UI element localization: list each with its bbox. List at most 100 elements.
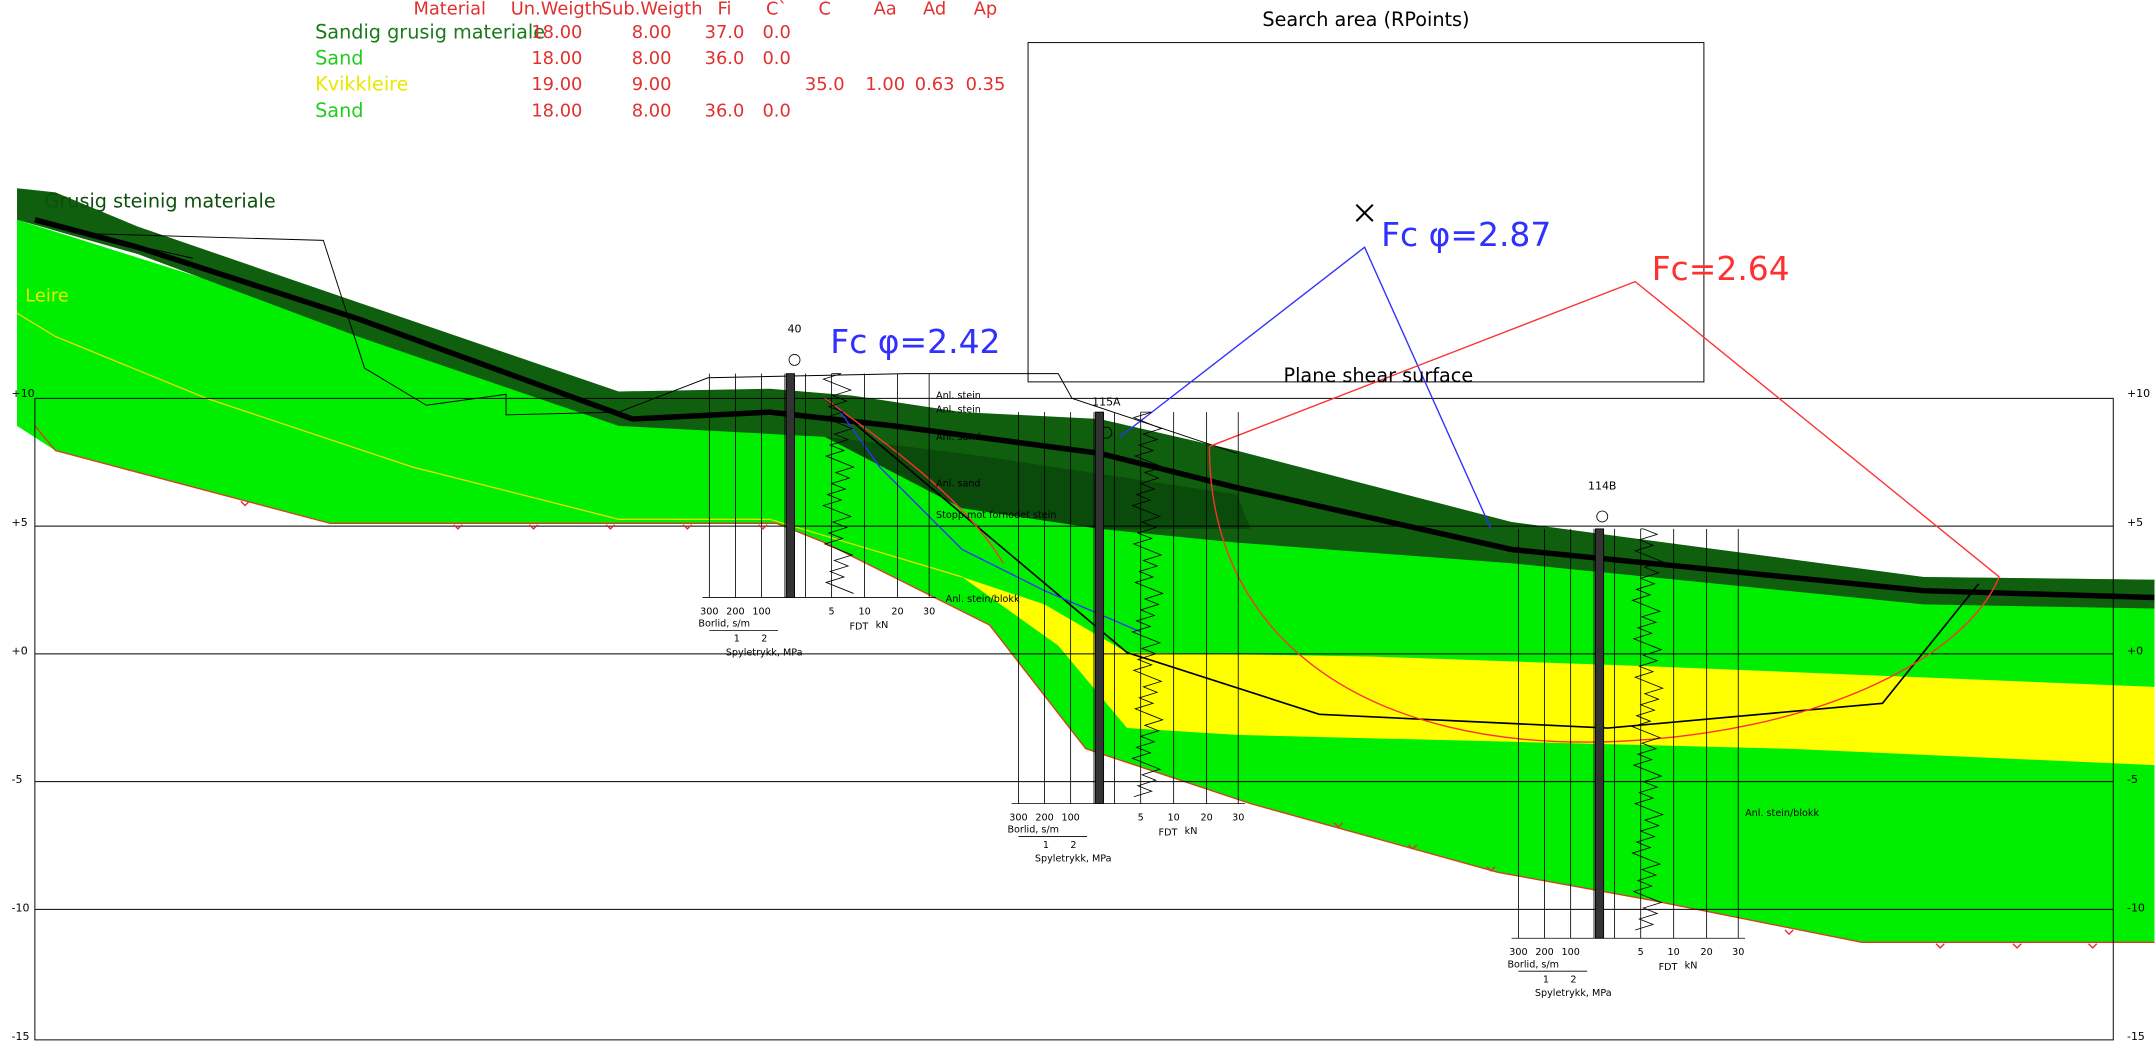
table-cell: 19.00	[531, 74, 582, 95]
axis-tick: 5	[829, 606, 835, 617]
borehole-id: 114B	[1588, 479, 1616, 492]
borehole-id: 115A	[1092, 395, 1121, 408]
axis-tick: 10	[858, 606, 870, 617]
axis-label: FDT	[849, 621, 868, 632]
boundary-marker	[240, 500, 250, 507]
search-area-title: Search area (RPoints)	[1262, 8, 1469, 31]
boundary-marker	[453, 524, 463, 530]
axis-tick: 10	[1668, 947, 1680, 958]
borehole-trace	[1131, 411, 1164, 798]
material-name: Sand	[315, 47, 363, 70]
table-cell: 18.00	[531, 22, 582, 43]
borehole-trace	[822, 373, 855, 594]
elevation-label: -10	[2127, 902, 2145, 915]
annotation: Anl. stein	[936, 391, 981, 402]
axis-tick: 300	[1009, 812, 1027, 823]
table-header: Fi	[717, 0, 731, 20]
plane-shear-label: Plane shear surface	[1284, 364, 1474, 387]
layer-label: Leire	[25, 286, 69, 307]
table-cell: 36.0	[705, 48, 745, 69]
axis-label: Spyletrykk, MPa	[1535, 988, 1612, 999]
table-header: Sub.Weigth	[601, 0, 703, 20]
table-header: C`	[766, 0, 787, 20]
annotation: Anl. sand	[936, 479, 981, 490]
boundary-marker	[1784, 929, 1794, 936]
table-cell: 36.0	[705, 100, 745, 121]
elevation-label: +10	[2127, 387, 2150, 400]
table-cell: 37.0	[705, 22, 745, 43]
boundary-marker	[1408, 844, 1418, 850]
axis-label: FDT	[1659, 962, 1678, 973]
boundary-marker	[528, 524, 539, 530]
boundary-marker	[1935, 943, 1945, 949]
axis-tick: 2	[1070, 840, 1076, 851]
axis-tick: 1	[1543, 974, 1549, 985]
axis-tick: 30	[923, 606, 935, 617]
axis-tick: 30	[1232, 812, 1244, 823]
table-header: Ad	[923, 0, 946, 20]
boreholes	[702, 353, 1746, 972]
axis-label: Borlid, s/m	[1507, 959, 1559, 970]
elevation-label: -15	[2127, 1030, 2145, 1043]
axis-label: kN	[1685, 961, 1698, 972]
elevation-label: -5	[2127, 773, 2138, 786]
axis-tick: 200	[1035, 812, 1053, 823]
axis-label: FDT	[1159, 827, 1178, 838]
axis-tick: 2	[1570, 974, 1576, 985]
annotation: Stopp mot fornodet stein	[936, 510, 1056, 521]
table-header: Ap	[974, 0, 998, 20]
axis-tick: 10	[1168, 812, 1180, 823]
axis-tick: 200	[726, 606, 744, 617]
axis-tick: 300	[700, 606, 718, 617]
boundary-marker	[682, 524, 692, 530]
axis-label: Spyletrykk, MPa	[1035, 854, 1112, 865]
axis-label: kN	[1185, 826, 1198, 837]
elevation-label: +5	[12, 516, 28, 529]
table-header: Aa	[874, 0, 897, 20]
borehole-bar	[1094, 411, 1105, 805]
table-header: C	[819, 0, 831, 20]
safety-factor: Fc φ=2.42	[830, 322, 1000, 361]
table-cell: 0.0	[762, 48, 790, 69]
axis-tick: 20	[1701, 947, 1713, 958]
elevation-label: -15	[12, 1030, 30, 1043]
boundary-marker	[2012, 943, 2022, 949]
table-cell: 8.00	[632, 100, 672, 121]
table-cell: 0.0	[762, 22, 790, 43]
search-area	[1027, 42, 1705, 383]
layer-label: Grusig steinig materiale	[44, 189, 275, 212]
grid	[34, 42, 2114, 1041]
elevation-label: -10	[12, 902, 30, 915]
table-cell: 8.00	[632, 22, 672, 43]
boundary-marker	[605, 524, 616, 530]
elevation-label: +10	[12, 387, 35, 400]
axis-tick: 20	[891, 606, 903, 617]
axis-tick: 100	[1061, 812, 1079, 823]
borehole-symbol	[1596, 510, 1609, 523]
borehole-trace	[1631, 528, 1664, 931]
axis-label: kN	[876, 620, 889, 631]
slip-surfaces	[824, 246, 2000, 743]
axis-tick: 30	[1732, 947, 1744, 958]
axis-tick: 5	[1638, 947, 1644, 958]
axis-tick: 1	[734, 634, 740, 645]
boundary-marker	[1333, 822, 1344, 828]
elevation-label: +5	[2127, 516, 2143, 529]
annotation: Anl. sand	[936, 432, 981, 443]
axis-tick: 2	[761, 634, 767, 645]
table-header: Un.Weigth	[511, 0, 603, 20]
table-cell: 0.35	[966, 74, 1006, 95]
elevation-label: +0	[12, 644, 28, 657]
borehole-symbol	[788, 353, 801, 366]
table-cell: 8.00	[632, 48, 672, 69]
borehole-id: 40	[788, 323, 802, 336]
table-cell: 35.0	[805, 74, 845, 95]
axis-tick: 100	[1561, 947, 1579, 958]
boundary-marker	[2088, 943, 2098, 949]
axis-tick: 5	[1138, 812, 1144, 823]
table-cell: 18.00	[531, 48, 582, 69]
elevation-label: +0	[2127, 644, 2143, 657]
borehole-bar	[1594, 528, 1605, 939]
safety-factor: Fc φ=2.87	[1381, 215, 1551, 254]
